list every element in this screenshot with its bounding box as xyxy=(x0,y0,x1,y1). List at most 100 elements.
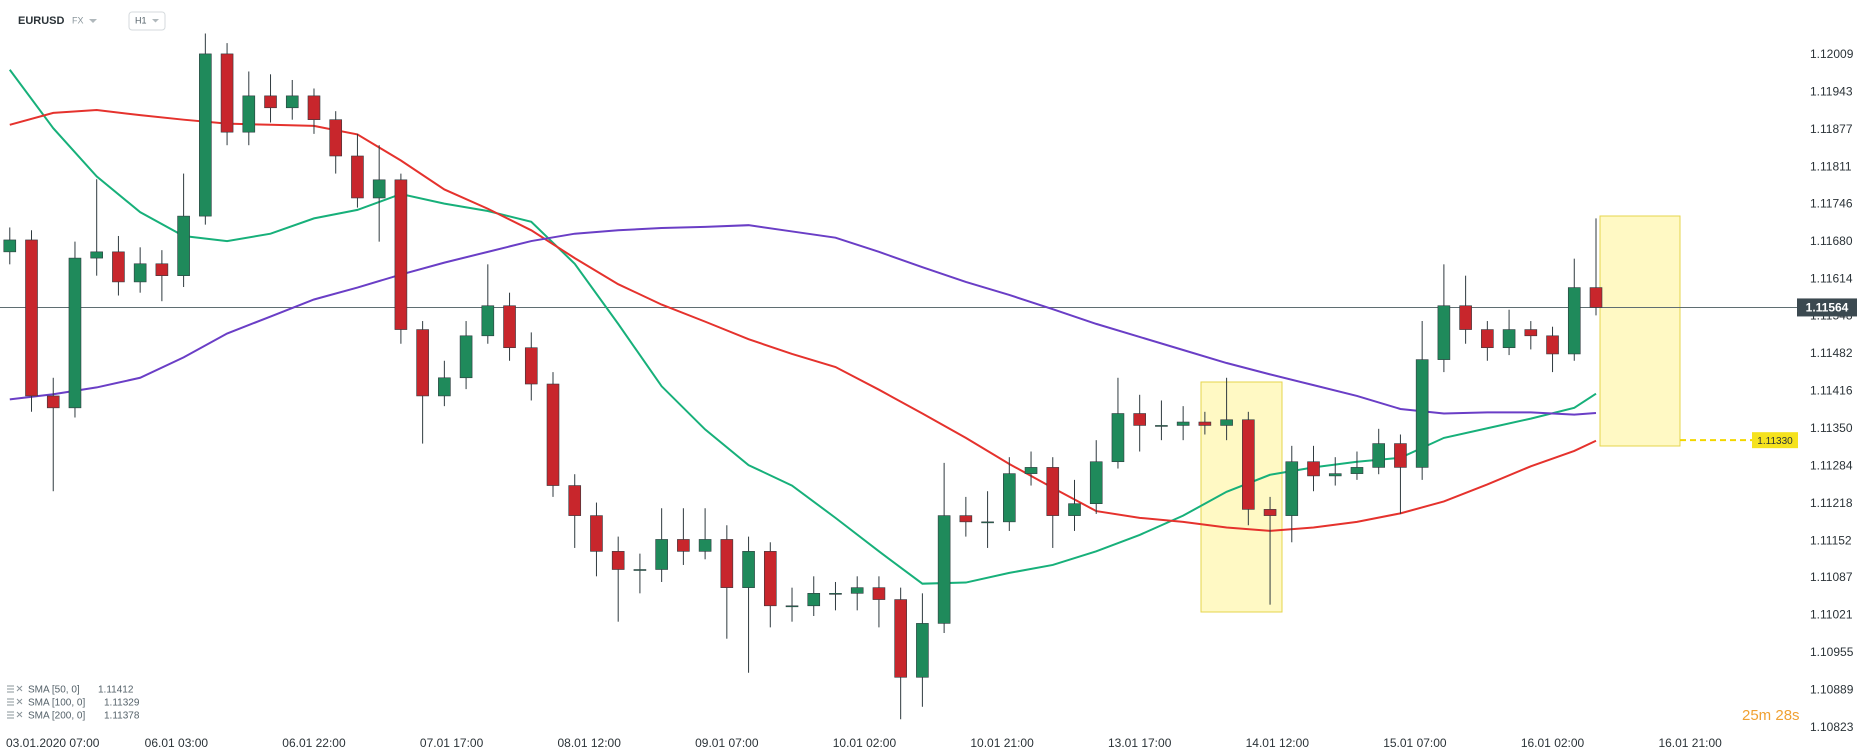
interval-selector[interactable] xyxy=(128,11,166,31)
highlight-box xyxy=(1200,381,1283,613)
candle-body xyxy=(785,605,799,608)
candle-body xyxy=(1372,443,1386,468)
x-tick-label: 10.01 21:00 xyxy=(970,736,1034,750)
x-tick-label: 03.01.2020 07:00 xyxy=(6,736,100,750)
current-price-box xyxy=(1797,298,1857,317)
candle-body xyxy=(199,53,212,217)
y-tick-label: 1.11350 xyxy=(1810,421,1853,435)
annotation-label: 1.11330 xyxy=(1757,436,1793,447)
symbol: EURUSD xyxy=(18,15,65,27)
candle-body xyxy=(1263,509,1277,516)
candle-body xyxy=(1481,329,1494,349)
candle-body xyxy=(742,551,755,588)
legend: SMA [50, 0] 1.11412 SMA [100, 0] 1.11329… xyxy=(7,685,140,722)
legend-value: 1.11329 xyxy=(104,698,140,709)
candle-body xyxy=(1089,461,1103,505)
candle-body xyxy=(568,485,582,516)
dropdown-arrow[interactable] xyxy=(152,19,159,23)
y-tick-label: 1.11416 xyxy=(1810,384,1853,398)
candle-body xyxy=(264,95,277,109)
candle-body xyxy=(1459,305,1472,330)
candle-body xyxy=(394,179,408,330)
y-tick-label: 1.11811 xyxy=(1810,160,1852,174)
y-tick-label: 1.12009 xyxy=(1810,47,1854,61)
candle-body xyxy=(177,215,190,276)
y-tick-label: 1.11482 xyxy=(1810,346,1853,360)
candle-body xyxy=(807,593,821,607)
candle-body xyxy=(872,587,886,600)
candle-body xyxy=(459,335,473,379)
candle-body xyxy=(1155,425,1168,427)
sma-line xyxy=(9,224,1597,416)
y-tick-label: 1.11943 xyxy=(1810,85,1853,99)
candle-body xyxy=(133,263,147,283)
candle-body xyxy=(307,95,321,120)
legend-value: 1.11412 xyxy=(98,685,134,696)
x-tick-label: 16.01 02:00 xyxy=(1521,736,1585,750)
x-tick-label: 06.01 22:00 xyxy=(282,736,346,750)
legend-value: 1.11378 xyxy=(104,711,140,722)
legend-icons xyxy=(7,685,23,719)
y-tick-label: 1.11218 xyxy=(1810,496,1853,510)
candle-body xyxy=(1437,305,1451,360)
highlight-box xyxy=(1599,215,1681,447)
y-tick-label: 1.11877 xyxy=(1810,122,1853,136)
candle-body xyxy=(220,53,234,133)
candle-body xyxy=(68,257,82,409)
candle-body xyxy=(590,515,603,552)
y-tick-label: 1.11614 xyxy=(1810,271,1853,285)
candle-body xyxy=(46,395,60,409)
y-tick-label: 1.11152 xyxy=(1810,533,1852,547)
candle-body xyxy=(1350,467,1364,474)
x-tick-label: 13.01 17:00 xyxy=(1108,736,1172,750)
countdown-timer: 25m 28s xyxy=(1742,707,1800,724)
x-tick-label: 10.01 02:00 xyxy=(833,736,897,750)
candle-body xyxy=(285,95,299,109)
candle-body xyxy=(698,539,712,552)
candle-body xyxy=(242,95,256,133)
candle-body xyxy=(850,587,864,594)
candle-body xyxy=(1242,419,1255,510)
candle-body xyxy=(3,239,17,253)
candle-body xyxy=(1198,421,1212,426)
y-tick-label: 1.10889 xyxy=(1810,682,1854,696)
candle-body xyxy=(1502,329,1516,349)
interval[interactable]: H1 xyxy=(135,15,147,25)
x-tick-label: 07.01 17:00 xyxy=(420,736,484,750)
candle-body xyxy=(155,263,169,276)
candle-body xyxy=(25,239,38,397)
candle-body xyxy=(329,119,343,157)
candle-body xyxy=(1328,473,1342,477)
candle-body xyxy=(351,155,364,199)
dropdown-arrow[interactable] xyxy=(89,19,97,23)
candle-body xyxy=(481,305,495,337)
legend-label: SMA [200, 0] xyxy=(28,711,85,722)
candle-body xyxy=(981,521,994,524)
candle-body xyxy=(1003,473,1016,523)
candle-body xyxy=(1307,461,1320,477)
candle-body xyxy=(655,539,668,570)
candle-body xyxy=(372,179,386,199)
candle-body xyxy=(438,377,451,397)
candle-body xyxy=(112,251,125,283)
candle-body xyxy=(1068,503,1081,516)
x-tick-label: 09.01 07:00 xyxy=(695,736,759,750)
y-tick-label: 1.10823 xyxy=(1810,720,1854,734)
candle-body xyxy=(546,383,560,486)
legend-label: SMA [50, 0] xyxy=(28,685,80,696)
candle-body xyxy=(633,569,647,571)
candle-body xyxy=(1546,335,1559,355)
sma-line xyxy=(8,69,1597,585)
x-tick-label: 14.01 12:00 xyxy=(1246,736,1310,750)
y-tick-label: 1.10955 xyxy=(1810,645,1854,659)
candle-body xyxy=(916,623,929,678)
candle-body xyxy=(1111,413,1125,463)
candle-body xyxy=(1567,287,1581,355)
candle-body xyxy=(829,593,842,595)
candle-body xyxy=(1589,287,1603,308)
candle-body xyxy=(1220,419,1233,426)
candle-body xyxy=(959,515,973,523)
